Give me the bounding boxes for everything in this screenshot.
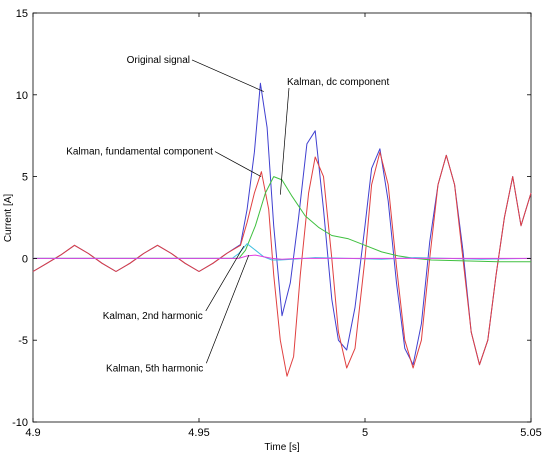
x-tick-label: 4.95 — [188, 427, 209, 439]
annotation-h2: Kalman, 2nd harmonic — [103, 311, 203, 322]
plot-area — [32, 12, 532, 423]
annotation-pointer-h5 — [205, 255, 250, 364]
y-tick-label: -10 — [12, 417, 28, 429]
annotation-h5: Kalman, 5th harmonic — [106, 363, 203, 374]
series-line-fundamental — [32, 151, 532, 377]
annotation-orig: Original signal — [127, 55, 190, 66]
y-tick-label: 5 — [22, 172, 28, 184]
x-axis-label: Time [s] — [264, 442, 299, 453]
series-line-harmonic5 — [33, 254, 531, 260]
annotation-layer: Original signal Kalman, dc component Kalma… — [66, 55, 389, 374]
y-tick-label: -5 — [18, 335, 28, 347]
x-tick-label: 5 — [362, 427, 368, 439]
annotation-pointer-h2 — [205, 245, 245, 312]
annotation-pointer-dc — [279, 87, 290, 195]
ticks-layer: 4.9 4.95 5 5.05 -10 -5 0 5 10 15 — [12, 8, 542, 439]
annotation-pointer-orig — [191, 59, 264, 92]
annotation-dc: Kalman, dc component — [287, 77, 390, 88]
y-tick-label: 0 — [22, 253, 28, 265]
y-tick-label: 10 — [16, 90, 28, 102]
annotation-fund: Kalman, fundamental component — [66, 147, 213, 158]
x-tick-label: 5.05 — [520, 427, 541, 439]
annotation-pointer-fund — [214, 151, 262, 177]
y-axis-label: Current [A] — [3, 194, 14, 243]
series-line-dc — [33, 176, 531, 263]
y-tick-label: 15 — [16, 8, 28, 20]
series-layer — [32, 82, 532, 377]
x-tick-label: 4.9 — [25, 427, 40, 439]
